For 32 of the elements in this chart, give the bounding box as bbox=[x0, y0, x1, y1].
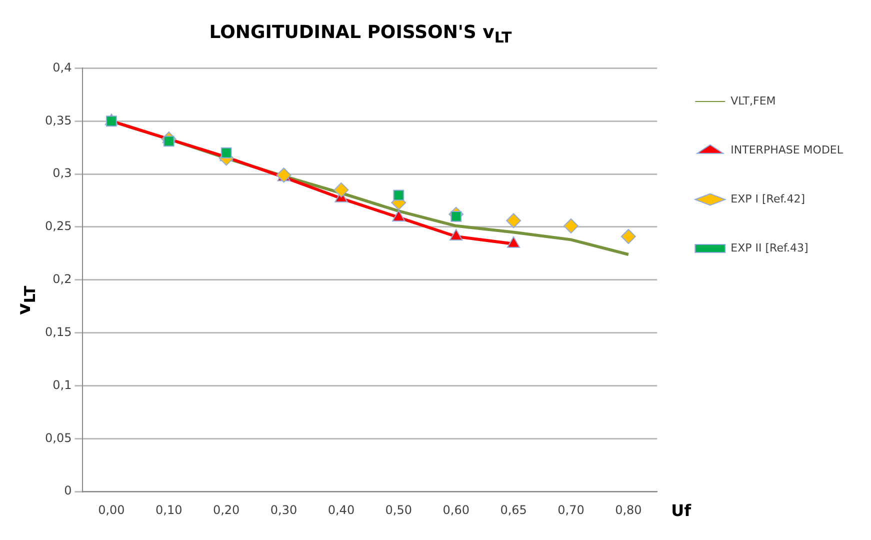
x-tick-label: 0,20 bbox=[212, 502, 240, 517]
x-tick-label: 0,10 bbox=[156, 502, 182, 517]
x-tick-label: 0,00 bbox=[98, 502, 125, 517]
y-tick-label: 0,25 bbox=[45, 219, 72, 234]
point bbox=[563, 218, 578, 234]
x-tick-label: 0,80 bbox=[615, 502, 642, 517]
point bbox=[106, 116, 117, 127]
chart-title: LONGITUDINAL POISSON'S v$_{LT}$ bbox=[208, 21, 513, 49]
y-tick-label: 0,15 bbox=[45, 324, 72, 339]
x-tick-label: 0,70 bbox=[558, 502, 584, 517]
x-axis-title: Uf bbox=[671, 500, 692, 520]
point bbox=[334, 182, 349, 198]
point bbox=[220, 147, 232, 158]
legend-label: EXP I [Ref.42] bbox=[730, 192, 806, 206]
y-tick-label: 0,3 bbox=[52, 166, 72, 180]
legend-label: EXP II [Ref.43] bbox=[730, 241, 808, 254]
y-tick-label: 0,35 bbox=[45, 113, 72, 128]
y-tick-label: 0,4 bbox=[52, 60, 72, 74]
x-tick-label: 0,40 bbox=[328, 502, 355, 517]
point bbox=[393, 190, 404, 201]
x-tick-label: 0,50 bbox=[385, 502, 412, 517]
legend-label: VLT,FEM bbox=[730, 94, 776, 108]
x-tick-label: 0,60 bbox=[442, 502, 470, 517]
x-tick-label: 0,30 bbox=[270, 502, 298, 517]
legend-label: INTERPHASE MODEL bbox=[730, 143, 844, 156]
x-tick-label: 0,65 bbox=[500, 502, 527, 517]
y-tick-label: 0,1 bbox=[52, 378, 72, 392]
y-tick-label: 0 bbox=[64, 484, 72, 498]
point bbox=[506, 213, 522, 228]
y-tick-label: 0,05 bbox=[45, 430, 72, 445]
y-tick-label: 0,2 bbox=[52, 272, 72, 286]
point bbox=[620, 229, 636, 244]
